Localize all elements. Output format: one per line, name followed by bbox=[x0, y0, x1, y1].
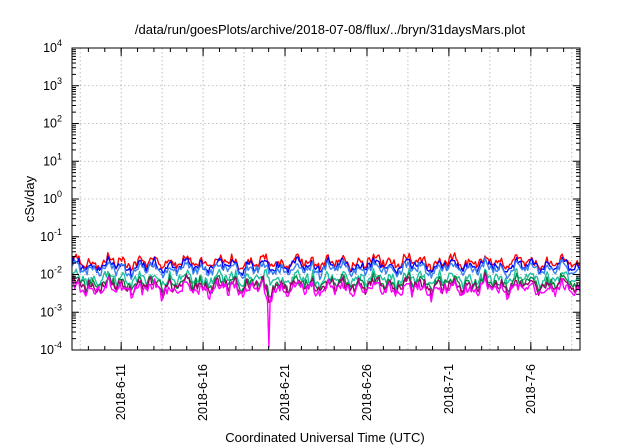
chart-title: /data/run/goesPlots/archive/2018-07-08/f… bbox=[135, 22, 526, 37]
x-tick-label: 2018-6-11 bbox=[114, 364, 128, 420]
y-tick-label: 104 bbox=[43, 38, 62, 55]
grid bbox=[72, 48, 580, 350]
x-tick-label: 2018-6-26 bbox=[360, 364, 374, 421]
y-tick-label: 102 bbox=[43, 114, 62, 131]
series-group bbox=[71, 251, 581, 348]
y-axis: 10-4 10-3 10-2 10-1 100 101 102 103 104 bbox=[40, 38, 580, 357]
series-line bbox=[71, 272, 581, 304]
x-tick-label: 2018-6-21 bbox=[278, 364, 292, 421]
y-tick-label: 10-3 bbox=[40, 302, 62, 319]
y-tick-label: 10-4 bbox=[40, 340, 62, 357]
y-axis-label: cSv/day bbox=[22, 175, 37, 222]
series-line bbox=[71, 256, 581, 281]
x-tick-label: 2018-7-1 bbox=[442, 364, 456, 414]
x-tick-label: 2018-6-16 bbox=[196, 364, 210, 421]
series-line bbox=[71, 267, 581, 291]
series-line bbox=[71, 251, 581, 274]
x-tick-label: 2018-7-6 bbox=[524, 364, 538, 414]
x-axis-label: Coordinated Universal Time (UTC) bbox=[225, 430, 424, 445]
y-tick-label: 101 bbox=[43, 151, 62, 168]
series-line bbox=[71, 276, 581, 348]
y-tick-label: 10-1 bbox=[40, 227, 62, 244]
y-tick-label: 10-2 bbox=[40, 265, 62, 282]
y-tick-label: 100 bbox=[43, 189, 62, 206]
y-tick-label: 103 bbox=[43, 76, 62, 93]
x-axis: 2018-6-11 2018-6-16 2018-6-21 2018-6-26 2018… bbox=[71, 48, 581, 421]
